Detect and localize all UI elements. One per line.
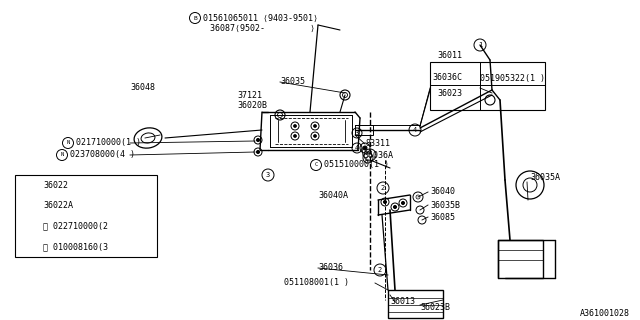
- Text: 4: 4: [355, 145, 359, 151]
- Text: 36040A: 36040A: [318, 191, 348, 201]
- Text: 36020B: 36020B: [237, 101, 267, 110]
- Circle shape: [294, 134, 296, 138]
- Text: 2: 2: [381, 185, 385, 191]
- Circle shape: [294, 124, 296, 127]
- Text: N: N: [60, 153, 63, 157]
- Circle shape: [257, 139, 259, 141]
- Text: 36035A: 36035A: [530, 173, 560, 182]
- Text: 36036: 36036: [318, 263, 343, 273]
- Text: Ⓝ 022710000(2: Ⓝ 022710000(2: [43, 222, 108, 231]
- Text: 36036C: 36036C: [432, 74, 462, 83]
- Text: 1: 1: [368, 152, 372, 158]
- Text: 3: 3: [266, 172, 270, 178]
- Text: 83311: 83311: [365, 140, 390, 148]
- Text: 36013: 36013: [390, 298, 415, 307]
- Text: 023708000(4 ): 023708000(4 ): [70, 150, 135, 159]
- Text: 01561065011 ⟨9403-9501⟩: 01561065011 ⟨9403-9501⟩: [203, 13, 318, 22]
- Text: Ⓑ 010008160(3: Ⓑ 010008160(3: [43, 242, 108, 251]
- Circle shape: [394, 205, 397, 209]
- Text: 36022: 36022: [43, 181, 68, 190]
- Text: 36035B: 36035B: [430, 201, 460, 210]
- Text: C: C: [314, 163, 317, 167]
- Text: 36048: 36048: [130, 84, 155, 92]
- Text: 4: 4: [25, 244, 29, 250]
- Text: 37121: 37121: [237, 92, 262, 100]
- Text: 36035: 36035: [280, 77, 305, 86]
- Text: 36023B: 36023B: [420, 303, 450, 313]
- Circle shape: [363, 146, 367, 150]
- Text: 051510000(1 ): 051510000(1 ): [324, 161, 389, 170]
- Text: A361001028: A361001028: [580, 308, 630, 317]
- Bar: [15, 175, 157, 257]
- Text: 36011: 36011: [437, 52, 462, 60]
- Circle shape: [314, 124, 317, 127]
- Text: 3: 3: [25, 223, 29, 229]
- Circle shape: [383, 201, 387, 204]
- Text: 36040: 36040: [430, 188, 455, 196]
- Text: 4: 4: [413, 127, 417, 133]
- Text: 36023: 36023: [437, 90, 462, 99]
- Circle shape: [257, 150, 259, 154]
- Text: C: C: [366, 156, 370, 161]
- Text: 36036A: 36036A: [363, 151, 393, 161]
- Text: 021710000(1 ): 021710000(1 ): [76, 139, 141, 148]
- Text: N: N: [67, 140, 70, 146]
- Text: 2: 2: [25, 203, 29, 209]
- Bar: [388, 290, 443, 318]
- Bar: [430, 62, 545, 110]
- Circle shape: [401, 202, 404, 204]
- Text: 1: 1: [478, 42, 482, 48]
- Text: 051108001(1 ): 051108001(1 ): [284, 278, 349, 287]
- Text: 051905322(1 ): 051905322(1 ): [480, 74, 545, 83]
- Circle shape: [314, 134, 317, 138]
- Text: 36022A: 36022A: [43, 201, 73, 210]
- Text: 1: 1: [25, 182, 29, 188]
- Text: 3: 3: [355, 130, 359, 136]
- Bar: [355, 125, 373, 135]
- Text: B: B: [193, 15, 197, 20]
- Text: 36087⟨9502-         ⟩: 36087⟨9502- ⟩: [210, 23, 315, 33]
- Text: 36085: 36085: [430, 212, 455, 221]
- Text: 2: 2: [378, 267, 382, 273]
